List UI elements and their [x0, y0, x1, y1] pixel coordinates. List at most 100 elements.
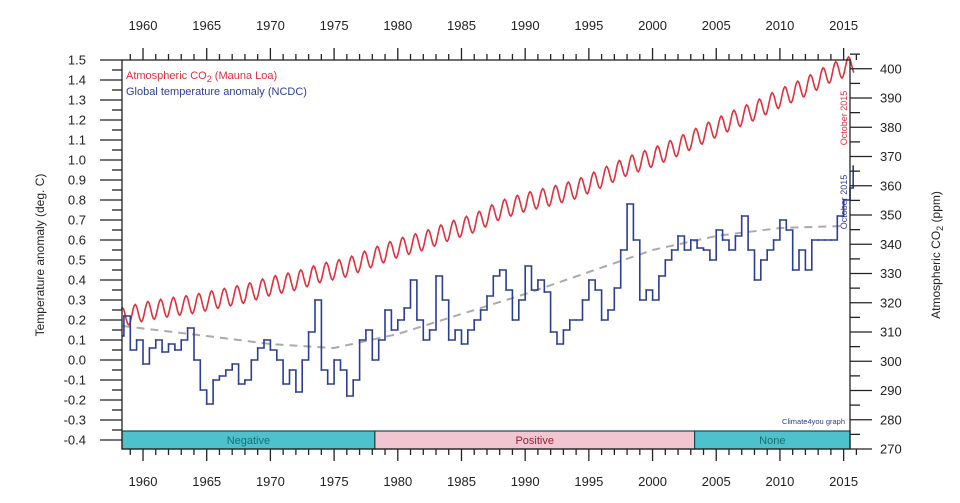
y-left-tick-label: 0.7 [68, 213, 86, 228]
temperature-point [728, 249, 730, 251]
temperature-point [390, 329, 393, 331]
y-right-tick-label: 340 [880, 237, 902, 252]
y-left-tick-label: 1.5 [68, 53, 86, 68]
temperature-point [339, 369, 342, 371]
temperature-point [173, 349, 176, 351]
temperature-point [842, 199, 845, 201]
temperature-point [804, 269, 807, 271]
temperature-point [441, 299, 444, 301]
y-left-tick-label: 1.0 [68, 153, 86, 168]
temperature-point [486, 295, 488, 297]
y-right-tick-label: 400 [880, 61, 902, 76]
temperature-point [575, 319, 578, 321]
temperature-point [587, 279, 590, 281]
temperature-point [715, 229, 718, 231]
temperature-point [218, 375, 221, 377]
temperature-point [511, 319, 514, 321]
temperature-point [638, 299, 641, 301]
temperature-point [154, 339, 157, 341]
temperature-point [689, 239, 692, 241]
temperature-point [250, 359, 253, 361]
temperature-point [167, 343, 170, 345]
x-bottom-tick-label: 1985 [447, 474, 476, 489]
y-left-tick-label: -0.3 [64, 413, 86, 428]
temperature-point [282, 383, 285, 385]
temperature-point [428, 329, 431, 331]
temperature-point [664, 259, 667, 261]
temperature-point [645, 289, 648, 291]
x-bottom-tick-label: 1995 [574, 474, 603, 489]
temperature-point [632, 239, 635, 241]
x-top-tick-label: 1995 [574, 18, 603, 33]
x-bottom-tick-label: 1970 [256, 474, 285, 489]
temperature-point [333, 359, 335, 361]
temperature-point [148, 347, 151, 349]
temperature-line [122, 166, 854, 405]
temperature-point [543, 291, 546, 293]
y-left-tick-label: 0.1 [68, 333, 86, 348]
temperature-point [852, 165, 855, 167]
temperature-point [696, 247, 699, 249]
temperature-point [161, 351, 164, 353]
temperature-point [466, 329, 469, 331]
temperature-point [517, 299, 520, 301]
temperature-point [199, 389, 202, 391]
x-bottom-tick-label: 2010 [765, 474, 794, 489]
bands: Negative Positive None [121, 430, 851, 450]
y-left-tick-label: 0.9 [68, 173, 86, 188]
temperature-point [836, 215, 839, 217]
co2-line [120, 55, 855, 326]
temperature-point [365, 329, 367, 331]
y-left-tick-label: 0.3 [68, 293, 86, 308]
y-right-tick-label: 270 [880, 442, 902, 457]
temperature-point [505, 289, 507, 291]
temperature-point [562, 329, 565, 331]
band-label-none: None [759, 435, 785, 447]
temperature-point [193, 359, 195, 361]
temperature-point [740, 215, 743, 217]
temperature-point [352, 379, 355, 381]
temperature-point [460, 343, 463, 345]
x-top-tick-label: 1990 [511, 18, 540, 33]
temperature-point [791, 269, 794, 271]
y-right-tick-label: 350 [880, 208, 902, 223]
band-label-negative: Negative [227, 435, 270, 447]
x-top-tick-label: 1975 [320, 18, 349, 33]
y-left-tick-label: 1.3 [68, 93, 86, 108]
x-top-tick-label: 2010 [765, 18, 794, 33]
temperature-point [345, 395, 348, 397]
y-right-tick-label: 320 [880, 295, 902, 310]
temperature-point [275, 359, 278, 361]
temperature-point [314, 299, 316, 301]
x-bottom-tick-label: 1980 [383, 474, 412, 489]
temperature-point [734, 235, 737, 237]
temperature-point [702, 249, 705, 251]
temperature-point [613, 287, 616, 289]
temperature-point [384, 309, 386, 311]
temperature-point [123, 315, 125, 317]
temperature-point [772, 239, 775, 241]
temperature-point [581, 299, 584, 301]
temperature-point [263, 339, 265, 341]
temperature-point [244, 379, 246, 381]
x-bottom-tick-label: 1965 [192, 474, 221, 489]
y-left-tick-label: 1.1 [68, 133, 86, 148]
temperature-point [779, 219, 781, 221]
temperature-point [396, 319, 399, 321]
temperature-end-note: October 2015 [839, 175, 849, 230]
y-left-tick-label: 0.6 [68, 233, 86, 248]
temperature-trend-line [122, 225, 844, 350]
temperature-point [435, 275, 437, 277]
left-axis-label: Temperature anomaly (deg. C) [33, 174, 47, 337]
temperature-point [186, 327, 189, 329]
temperature-point [409, 279, 412, 281]
y-left-tick-label: 1.2 [68, 113, 86, 128]
x-top-tick-label: 1960 [129, 18, 158, 33]
temperature-point [607, 309, 609, 311]
right-axis-label: Atmospheric CO2 (ppm) [929, 191, 945, 319]
temperature-point [677, 235, 679, 237]
y-right-tick-label: 330 [880, 266, 902, 281]
temperature-point [759, 259, 762, 261]
temperature-point [447, 339, 450, 341]
